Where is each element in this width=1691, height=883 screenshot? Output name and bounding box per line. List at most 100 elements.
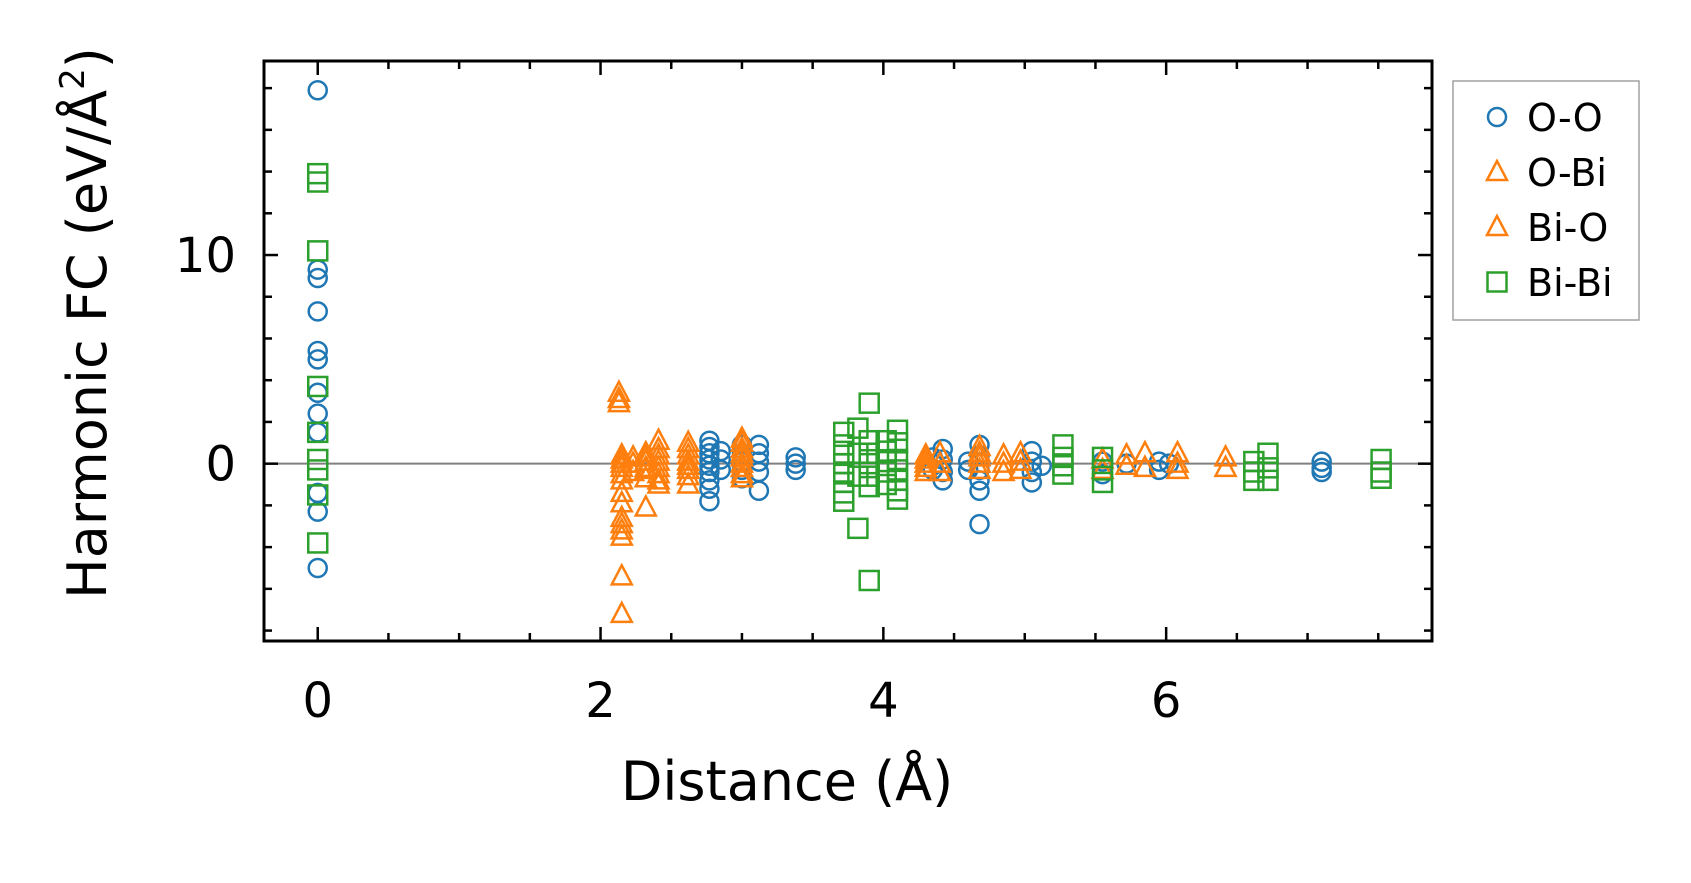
data-point-bi-bi: [886, 488, 909, 510]
series-bi-bi: [306, 162, 1392, 592]
x-axis-label: Distance (Å): [621, 749, 953, 813]
data-point-o-o: [1031, 455, 1052, 476]
data-point-bi-bi: [858, 392, 880, 414]
data-point-o-o: [1021, 461, 1043, 483]
data-point-bi-bi: [847, 517, 869, 540]
data-point-o-o: [699, 478, 720, 499]
legend-marker-bi-bi: [1486, 271, 1508, 293]
data-point-o-bi: [991, 449, 1016, 473]
data-point-bi-bi: [1091, 459, 1114, 481]
data-point-bi-bi: [847, 417, 869, 439]
data-point-o-bi: [729, 464, 755, 488]
data-point-o-bi: [676, 462, 701, 486]
data-point-bi-o: [1008, 447, 1033, 471]
data-point-bi-o: [1114, 452, 1139, 475]
data-point-o-o: [307, 267, 328, 289]
data-point-o-bi: [1090, 456, 1115, 480]
data-point-bi-o: [1165, 456, 1190, 480]
data-point-bi-o: [606, 385, 631, 409]
data-point-o-o: [969, 513, 990, 535]
data-point-o-o: [699, 455, 720, 476]
y-axis-label: Harmonic FC (eV/Å2): [53, 47, 119, 599]
legend-marker-bi-o: [1484, 213, 1510, 237]
y-axis-label-close: ): [56, 47, 119, 68]
data-point-bi-bi: [886, 432, 909, 454]
data-point-o-o: [969, 480, 990, 502]
data-point-bi-bi: [875, 473, 897, 496]
y-tick-label: 10: [175, 228, 236, 284]
data-point-bi-o: [729, 460, 755, 484]
data-point-bi-o: [927, 458, 952, 482]
data-point-bi-o: [967, 449, 992, 473]
x-tick-label: 4: [868, 673, 899, 729]
data-point-bi-bi: [1257, 469, 1279, 492]
legend-item-bi-o: Bi-O: [1484, 206, 1608, 250]
data-point-bi-o: [676, 447, 701, 471]
data-point-bi-o: [913, 454, 938, 478]
data-points: [306, 79, 1392, 624]
data-point-bi-bi: [886, 419, 909, 442]
data-point-o-bi: [967, 456, 992, 480]
data-point-o-o: [307, 349, 328, 370]
data-point-o-o: [710, 449, 731, 470]
data-point-bi-bi: [1370, 467, 1392, 490]
data-point-bi-o: [676, 456, 701, 480]
legend-marker-o-o: [1486, 106, 1508, 128]
data-point-bi-bi: [306, 484, 329, 506]
data-point-bi-bi: [306, 171, 329, 193]
data-point-bi-o: [1165, 449, 1190, 473]
data-point-o-bi: [991, 458, 1016, 482]
data-point-o-o: [307, 501, 328, 522]
data-point-bi-o: [729, 449, 755, 473]
legend-box: [1452, 80, 1640, 321]
data-point-o-bi: [606, 379, 631, 402]
data-point-o-o: [307, 301, 328, 322]
data-point-o-o: [699, 470, 720, 491]
data-point-o-bi: [609, 600, 634, 624]
data-point-o-o: [1311, 451, 1332, 472]
data-point-bi-bi: [306, 532, 329, 554]
x-tick-label: 2: [585, 673, 616, 729]
data-point-bi-o: [609, 510, 634, 534]
data-point-o-bi: [609, 479, 634, 503]
plot-area-frame: [262, 59, 1434, 643]
y-tick-label: 0: [205, 437, 236, 493]
legend-entries: O-O O-Bi Bi-O Bi-Bi: [1484, 96, 1613, 305]
data-point-o-bi: [729, 454, 755, 478]
data-point-o-bi: [1213, 443, 1238, 467]
data-point-bi-o: [609, 466, 634, 490]
data-point-o-bi: [967, 443, 992, 467]
data-point-o-o: [1311, 461, 1332, 483]
data-point-bi-o: [646, 435, 671, 459]
data-point-o-o: [307, 557, 328, 579]
data-point-bi-o: [967, 439, 992, 463]
data-point-o-o: [307, 340, 328, 362]
x-tick-label: 6: [1151, 673, 1182, 729]
legend-label-o-o: O-O: [1527, 96, 1603, 140]
data-point-bi-bi: [306, 421, 329, 444]
data-point-o-bi: [1213, 454, 1238, 478]
data-point-bi-bi: [1257, 457, 1279, 479]
data-point-o-bi: [606, 389, 631, 413]
y-axis-label-superscript: 2: [53, 68, 93, 90]
data-point-o-o: [785, 453, 806, 474]
legend-item-bi-bi: Bi-Bi: [1486, 261, 1613, 305]
data-point-o-o: [785, 459, 806, 481]
data-point-o-bi: [676, 470, 701, 494]
data-point-o-o: [748, 480, 770, 502]
data-point-bi-bi: [833, 421, 855, 444]
data-point-o-o: [307, 79, 328, 101]
data-point-o-o: [699, 490, 720, 512]
data-point-bi-bi: [306, 375, 329, 398]
legend: O-O O-Bi Bi-O Bi-Bi: [1452, 80, 1640, 321]
data-point-bi-bi: [306, 459, 329, 481]
data-point-bi-bi: [858, 475, 880, 498]
data-point-bi-bi: [1091, 446, 1114, 469]
series-bi-o: [606, 385, 1190, 534]
legend-label-bi-bi: Bi-Bi: [1527, 261, 1613, 305]
data-point-o-bi: [646, 470, 671, 494]
data-point-bi-bi: [1243, 469, 1265, 492]
data-point-o-o: [699, 461, 720, 483]
legend-label-bi-o: Bi-O: [1527, 206, 1608, 250]
